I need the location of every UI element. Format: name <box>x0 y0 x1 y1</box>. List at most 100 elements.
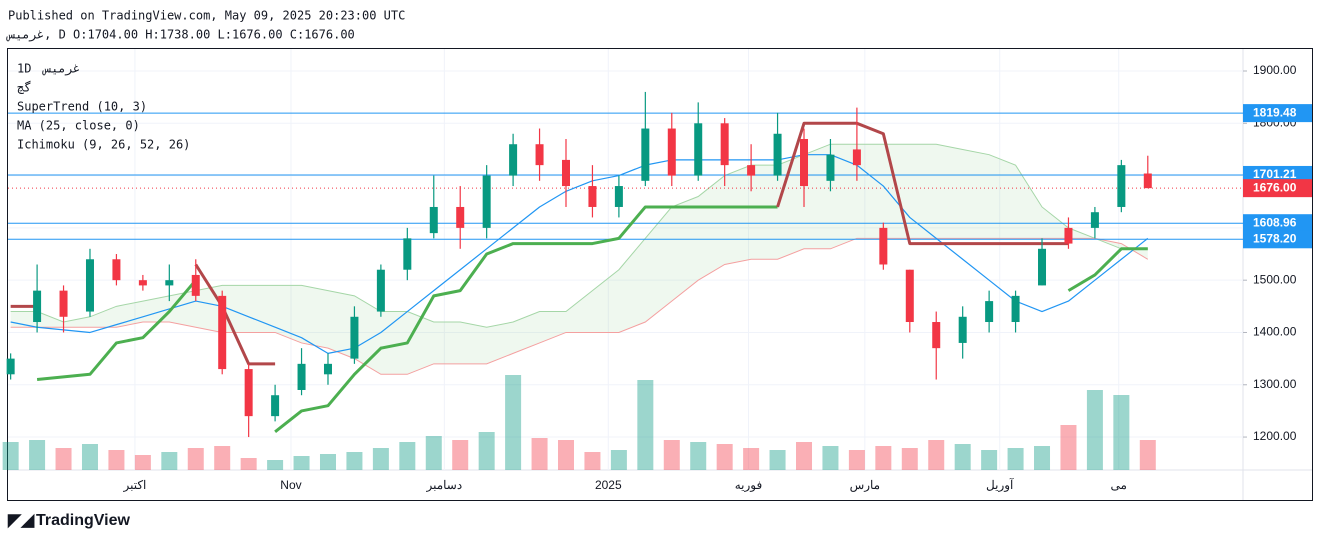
volume-bar <box>531 438 548 470</box>
volume-bar <box>796 442 813 470</box>
legend-entry: غرمیس <box>42 62 80 77</box>
candle-body <box>773 133 782 176</box>
candle-body <box>561 159 570 187</box>
volume-bar <box>848 450 865 470</box>
candle-body <box>826 154 835 181</box>
candle-body <box>218 295 227 370</box>
volume-bar <box>81 444 98 470</box>
level-label-box <box>1243 104 1312 123</box>
candle-body <box>932 322 941 349</box>
candle-body <box>6 358 15 375</box>
x-tick-label: فوریه <box>735 478 763 492</box>
volume-bar <box>267 460 284 470</box>
candle-body <box>800 138 809 187</box>
candle-body <box>297 363 306 390</box>
volume-bar <box>1139 440 1156 470</box>
volume-bar <box>346 452 363 470</box>
volume-bar <box>505 375 522 470</box>
candle-body <box>376 269 385 312</box>
supertrend-down <box>194 263 276 366</box>
volume-bar <box>2 442 19 470</box>
candle-body <box>614 186 623 207</box>
candle-body <box>1117 165 1126 207</box>
level-label: 1819.48 <box>1253 105 1297 119</box>
volume-bar <box>610 450 627 470</box>
plot: 1200.001300.001400.001500.001600.001700.… <box>2 49 1312 492</box>
y-tick-label: 1300.00 <box>1253 377 1297 391</box>
candle-body <box>271 395 280 417</box>
y-tick-label: 1400.00 <box>1253 325 1297 339</box>
brand-name[interactable]: TradingView <box>36 512 131 529</box>
candle-body <box>323 363 332 375</box>
level-label-box <box>1243 230 1312 249</box>
volume-bar <box>1007 448 1024 470</box>
volume-bar <box>663 440 680 470</box>
volume-bar <box>425 436 442 470</box>
y-tick-label: 1500.00 <box>1253 272 1297 286</box>
candle-body <box>905 269 914 323</box>
volume-bar <box>372 448 389 470</box>
volume-bar <box>928 440 945 470</box>
level-label: 1701.21 <box>1253 167 1297 181</box>
candle-body <box>482 175 491 228</box>
volume-bar <box>134 455 151 470</box>
legend-entry: 1D <box>17 62 31 76</box>
legend-entry: Ichimoku (9, 26, 52, 26) <box>17 138 190 152</box>
candle-body <box>112 259 121 281</box>
ichimoku-span-b <box>10 237 1149 375</box>
x-tick-label: می <box>1110 478 1126 492</box>
x-tick-label: آوریل <box>986 477 1014 492</box>
volume-bar <box>478 432 495 470</box>
level-label-box <box>1243 214 1312 233</box>
candle-body <box>958 316 967 343</box>
candle-body <box>1143 173 1152 189</box>
volume-bar <box>690 442 707 470</box>
volume-bar <box>769 450 786 470</box>
candle-body <box>350 316 359 359</box>
candle-body <box>720 123 729 166</box>
candle-body <box>33 290 42 323</box>
candle-body <box>1038 248 1047 286</box>
volume-bar <box>584 452 601 470</box>
volume-bar <box>293 456 310 470</box>
candle-body <box>244 369 253 417</box>
candle-body <box>535 144 544 166</box>
ichimoku-cloud <box>10 144 1148 375</box>
candle-body <box>456 206 465 228</box>
candle-body <box>165 280 174 286</box>
candle-body <box>59 290 68 317</box>
volume-bar <box>452 440 469 470</box>
x-tick-label: اکتبر <box>122 478 146 492</box>
candle-body <box>667 128 676 176</box>
volume-bar <box>29 440 46 470</box>
brand-logo[interactable]: ◤◢ <box>7 510 35 529</box>
volume-bar <box>161 452 178 470</box>
volume-bar <box>108 450 125 470</box>
last-price-label: 1676.00 <box>1253 180 1297 194</box>
volume-bar <box>399 442 416 470</box>
volume-bar <box>187 448 204 470</box>
ichimoku-span-a <box>10 143 1148 328</box>
x-tick-label: مارس <box>850 478 881 492</box>
legend-entry: SuperTrend (10, 3) <box>17 100 147 114</box>
candle-body <box>509 144 518 176</box>
ma-line <box>10 154 1149 354</box>
supertrend-up <box>36 279 197 382</box>
candle-body <box>429 206 438 234</box>
legend-entry: گچ <box>17 81 31 95</box>
chart-frame <box>7 48 1313 501</box>
volume-bar <box>214 446 231 470</box>
symbol-ohlc: غرمیس, D O:1704.00 H:1738.00 L:1676.00 C… <box>6 28 355 43</box>
candle-body <box>191 274 200 296</box>
x-tick-label: Nov <box>280 478 301 492</box>
volume-bar <box>1086 390 1103 470</box>
supertrend-up <box>274 205 778 434</box>
volume-bar <box>743 448 760 470</box>
x-tick-label: 2025 <box>595 478 622 492</box>
candle-body <box>1011 295 1020 323</box>
level-label: 1578.20 <box>1253 231 1297 245</box>
volume-bar <box>954 444 971 470</box>
volume-bar <box>981 450 998 470</box>
